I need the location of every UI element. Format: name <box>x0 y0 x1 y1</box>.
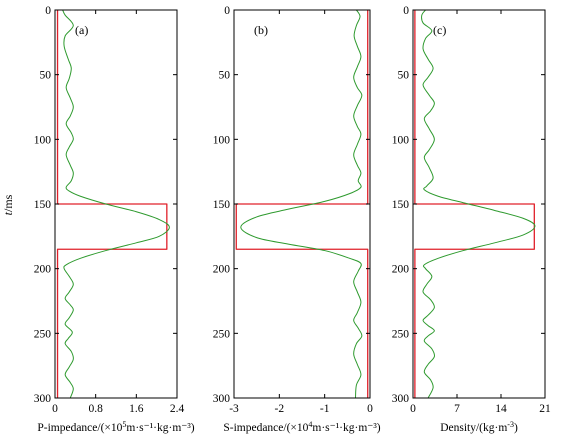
y-tick-label: 300 <box>392 393 410 405</box>
y-tick-label: 300 <box>213 393 231 405</box>
inverted-curve <box>62 9 170 399</box>
inverted-curve <box>240 9 363 399</box>
panel-b-tick-labels: 0 50 100 150 200 250 300-3 -2 -1 0 <box>213 5 373 415</box>
y-tick-label: 150 <box>392 199 410 211</box>
x-tick-label: 7 <box>454 403 460 415</box>
x-tick-label: 0 <box>52 403 58 415</box>
panel-b-label: (b) <box>254 23 268 37</box>
x-tick-label: 0 <box>410 403 416 415</box>
inverted-curve <box>421 9 536 399</box>
y-tick-label: 200 <box>392 264 410 276</box>
panel-a-frame <box>54 9 178 399</box>
panel-c-label: (c) <box>433 23 446 37</box>
panel-a-label: (a) <box>75 23 88 37</box>
y-tick-label: 50 <box>219 70 231 82</box>
panel-c-frame <box>412 9 546 399</box>
panel-b-frame <box>233 9 371 399</box>
x-tick-label: 1.6 <box>129 403 144 415</box>
y-tick-label: 150 <box>34 199 52 211</box>
y-tick-label: 250 <box>392 328 410 340</box>
y-tick-label: 250 <box>213 328 231 340</box>
y-tick-label: 100 <box>34 134 52 146</box>
y-axis-title: t/ms <box>1 194 15 215</box>
panel-b-series <box>235 9 369 399</box>
model-boxcar <box>414 10 535 398</box>
panel-a-x-axis-title: P-impedance/(×105m·s⁻¹·kg·m⁻³) <box>37 420 194 434</box>
y-tick-label: 200 <box>213 264 231 276</box>
y-tick-label: 50 <box>398 70 410 82</box>
x-tick-label: -3 <box>229 403 239 415</box>
y-tick-label: 50 <box>40 70 52 82</box>
y-tick-label: 200 <box>34 264 52 276</box>
y-tick-label: 100 <box>392 134 410 146</box>
x-tick-label: 0 <box>367 403 373 415</box>
model-boxcar <box>56 10 168 398</box>
y-tick-label: 100 <box>213 134 231 146</box>
x-tick-label: 0.8 <box>88 403 103 415</box>
y-tick-label: 150 <box>213 199 231 211</box>
y-tick-label: 0 <box>45 5 51 17</box>
y-tick-label: 0 <box>403 5 409 17</box>
panel-c-x-axis-title: Density/(kg·m-3) <box>440 420 518 434</box>
x-tick-label: 14 <box>495 403 507 415</box>
x-tick-label: 2.4 <box>170 403 185 415</box>
x-tick-label: 21 <box>539 403 551 415</box>
y-tick-label: 0 <box>224 5 230 17</box>
y-tick-label: 300 <box>34 393 52 405</box>
x-tick-label: -2 <box>275 403 285 415</box>
x-tick-label: -1 <box>320 403 330 415</box>
model-boxcar <box>235 10 369 398</box>
panel-b-x-axis-title: S-impedance/(×104m·s⁻¹·kg·m⁻³) <box>223 420 380 434</box>
panel-c-series <box>414 9 536 399</box>
panel-b: 0 50 100 150 200 250 300-3 -2 -1 0 (b) S-impedanc… <box>213 5 381 434</box>
panel-a-series <box>56 9 170 399</box>
y-tick-label: 250 <box>34 328 52 340</box>
